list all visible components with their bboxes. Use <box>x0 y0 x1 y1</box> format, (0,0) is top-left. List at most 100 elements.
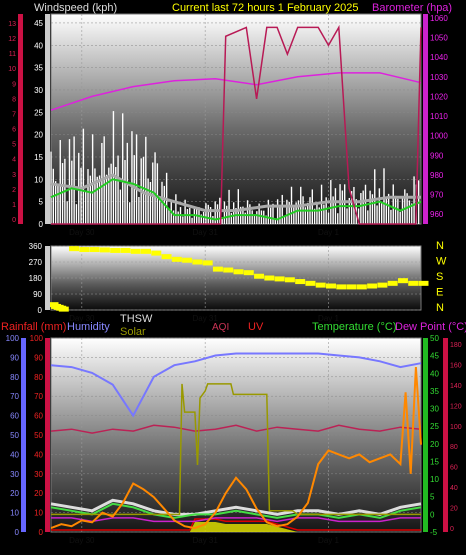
windspeed-axis-label: Windspeed (kph) <box>34 2 117 14</box>
rainfall-tick: 100 <box>30 334 44 343</box>
compass-label: E <box>436 287 443 299</box>
baro-tick: 960 <box>430 210 444 219</box>
humidity-axis-bar <box>21 338 26 532</box>
humidity-tick: 100 <box>6 334 20 343</box>
panel1-plot-area <box>50 13 422 225</box>
humidity-tick: 10 <box>10 509 19 518</box>
wind-dir-point <box>99 247 110 253</box>
rainfall-axis-bar <box>45 338 50 532</box>
rain-rate-tick: 0 <box>12 217 16 224</box>
compass-label: W <box>436 256 447 268</box>
rain-rate-tick: 1 <box>12 202 16 209</box>
rain-rate-line <box>51 24 422 225</box>
temp-tick: -5 <box>430 528 438 537</box>
rainfall-tick: 60 <box>34 412 43 421</box>
wind-dir-point <box>305 280 316 286</box>
legend-humidity: Humidity <box>67 321 110 333</box>
baro-tick: 1010 <box>430 112 448 121</box>
wind-tick: 0 <box>39 220 44 229</box>
temp-tick: 50 <box>430 334 439 343</box>
humidity-tick: 30 <box>10 470 19 479</box>
wind-dir-point <box>418 280 429 286</box>
aqi-axis-bar <box>443 338 448 532</box>
rain-rate-tick: 12 <box>8 36 16 43</box>
rainfall-tick: 80 <box>34 373 43 382</box>
wind-tick: 5 <box>39 198 44 207</box>
day-label: Day 1 <box>318 314 339 323</box>
baro-tick: 1050 <box>430 34 448 43</box>
wind-tick: 20 <box>34 131 43 140</box>
rain-rate-tick: 3 <box>12 172 16 179</box>
temp-tick: 10 <box>430 475 439 484</box>
baro-tick: 1040 <box>430 53 448 62</box>
baro-tick: 1060 <box>430 14 448 23</box>
rainfall-tick: 40 <box>34 450 43 459</box>
dir-tick: 90 <box>33 290 42 299</box>
baro-tick: 1030 <box>430 73 448 82</box>
legend-dewpoint: Dew Point (°C) <box>395 321 466 333</box>
wind-dir-point <box>69 246 80 252</box>
day-label: Day 30 <box>69 314 95 323</box>
aqi-tick: 0 <box>450 526 454 533</box>
wind-tick: 35 <box>34 64 43 73</box>
baro-tick: 1020 <box>430 92 448 101</box>
wind-dir-point <box>79 247 90 253</box>
day-label: Day 30 <box>69 228 95 237</box>
day-label: Day 30 <box>69 536 95 545</box>
temp-tick: 5 <box>430 493 435 502</box>
temp-tick: 20 <box>430 440 439 449</box>
rain-rate-tick: 6 <box>12 127 16 134</box>
rainfall-line <box>50 367 422 530</box>
baro-tick: 990 <box>430 151 444 160</box>
rainfall-tick: 0 <box>39 528 44 537</box>
wind-tick: 25 <box>34 108 43 117</box>
wind-dir-point <box>192 259 203 265</box>
rainfall-tick: 50 <box>34 431 43 440</box>
humidity-tick: 90 <box>10 353 19 362</box>
day-label: Day 1 <box>318 228 339 237</box>
wind-dir-point <box>326 283 336 289</box>
aqi-tick: 180 <box>450 342 462 349</box>
temp-tick: 30 <box>430 405 439 414</box>
dewpoint-line <box>51 517 421 523</box>
humidity-tick: 40 <box>10 450 19 459</box>
temp-axis-bar <box>423 338 428 532</box>
wind-axis-bar <box>45 14 50 224</box>
aqi-tick: 60 <box>450 465 458 472</box>
rainfall-tick: 90 <box>34 353 43 362</box>
legend-thsw: THSW <box>120 313 153 325</box>
rain-rate-tick: 10 <box>8 66 16 73</box>
rain-rate-tick: 9 <box>12 81 16 88</box>
wind-dir-point <box>182 257 193 263</box>
wind-dir-point <box>346 284 357 290</box>
day-label: Day 31 <box>192 314 218 323</box>
wind-tick: 30 <box>34 86 43 95</box>
temp-tick: 15 <box>430 457 439 466</box>
wind-tick: 40 <box>34 41 43 50</box>
legend-rainfall: Rainfall (mm) <box>1 321 66 333</box>
rain-rate-tick: 7 <box>12 111 16 118</box>
rain-rate-tick: 13 <box>8 21 16 28</box>
wind-tick: 10 <box>34 175 43 184</box>
wind-dir-point <box>171 256 182 262</box>
rain-rate-tick: 2 <box>12 187 16 194</box>
aqi-tick: 80 <box>450 444 458 451</box>
rainfall-tick: 30 <box>34 470 43 479</box>
legend-aqi: AQI <box>212 322 229 333</box>
wind-dir-point <box>397 278 408 284</box>
wind-dir-point <box>264 275 275 281</box>
rainfall-tick: 20 <box>34 489 43 498</box>
rain-axis-bar <box>18 14 23 224</box>
humidity-tick: 70 <box>10 392 19 401</box>
wind-dir-point <box>274 276 285 282</box>
baro-tick: 970 <box>430 191 444 200</box>
temp-tick: 35 <box>430 387 439 396</box>
humidity-tick: 60 <box>10 412 19 421</box>
wind-dir-point <box>377 282 388 288</box>
wind-dir-point <box>387 280 398 286</box>
barometer-line <box>50 72 422 111</box>
aqi-tick: 160 <box>450 362 462 369</box>
wind-dir-point <box>295 279 306 285</box>
aqi-tick: 100 <box>450 424 462 431</box>
wind-dir-point <box>110 247 121 253</box>
